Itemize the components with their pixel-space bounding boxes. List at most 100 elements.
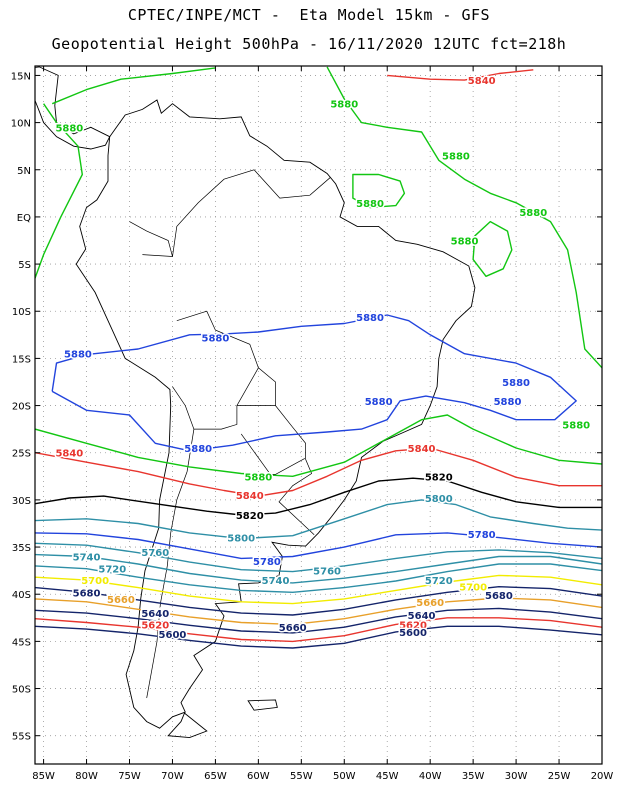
contour-label: 5880 xyxy=(201,334,229,345)
lon-tick-label: 30W xyxy=(505,771,528,782)
contour-label: 5880 xyxy=(365,397,393,408)
contour-label: 5840 xyxy=(468,76,496,87)
coastline xyxy=(167,712,208,739)
contour-line xyxy=(387,69,534,81)
contour-label: 5880 xyxy=(562,420,590,431)
contour-label: 5640 xyxy=(408,611,436,622)
lon-tick-label: 85W xyxy=(32,771,55,782)
lon-tick-label: 40W xyxy=(419,771,442,782)
lat-tick-label: 50S xyxy=(12,685,31,696)
contour-label: 5780 xyxy=(253,557,281,568)
contour-label: 5720 xyxy=(425,576,453,587)
lat-tick-label: 40S xyxy=(12,590,31,601)
lon-tick-label: 55W xyxy=(290,771,313,782)
contour-label: 5800 xyxy=(425,494,453,505)
contour-label: 5880 xyxy=(356,199,384,210)
contour-label: 5660 xyxy=(416,598,444,609)
title-line-2: Geopotential Height 500hPa - 16/11/2020 … xyxy=(51,35,567,53)
plot-frame xyxy=(34,65,603,765)
contour-line xyxy=(35,447,602,497)
contour-line xyxy=(35,617,602,643)
contour-label: 5680 xyxy=(485,591,513,602)
coastline xyxy=(75,99,476,729)
lat-tick-label: 5N xyxy=(17,166,31,177)
contour-label: 5600 xyxy=(159,630,187,641)
coastline xyxy=(35,66,111,150)
country-border xyxy=(176,310,315,536)
lon-tick-label: 25W xyxy=(548,771,571,782)
contour-label: 5740 xyxy=(262,576,290,587)
contour-label: 5620 xyxy=(141,620,169,631)
lat-tick-label: 5S xyxy=(18,260,31,271)
contour-label: 5840 xyxy=(55,449,83,460)
lon-tick-label: 80W xyxy=(75,771,98,782)
height-contours xyxy=(35,66,602,649)
country-border xyxy=(193,367,259,430)
lat-tick-label: 20S xyxy=(12,402,31,413)
lat-tick-label: 35S xyxy=(12,543,31,554)
lon-tick-label: 45W xyxy=(376,771,399,782)
lon-tick-label: 70W xyxy=(161,771,184,782)
contour-label: 5880 xyxy=(64,350,92,361)
contour-label: 5880 xyxy=(494,397,522,408)
contour-line xyxy=(35,499,602,540)
contour-line xyxy=(35,103,83,279)
contour-label: 5740 xyxy=(73,552,101,563)
lat-tick-label: 45S xyxy=(12,637,31,648)
lat-tick-label: 25S xyxy=(12,449,31,460)
contour-label: 5600 xyxy=(399,628,427,639)
lon-tick-label: 20W xyxy=(591,771,614,782)
coastlines xyxy=(35,66,476,739)
contour-label: 5800 xyxy=(227,534,255,545)
lon-tick-label: 75W xyxy=(118,771,141,782)
contour-label: 5880 xyxy=(184,444,212,455)
lon-tick-label: 35W xyxy=(462,771,485,782)
contour-label: 5880 xyxy=(451,237,479,248)
contour-line xyxy=(35,625,602,649)
contour-label: 5880 xyxy=(244,472,272,483)
country-border xyxy=(129,221,173,257)
title-line-1: CPTEC/INPE/MCT - Eta Model 15km - GFS xyxy=(127,6,491,24)
contour-label: 5780 xyxy=(468,530,496,541)
contour-label: 5660 xyxy=(107,595,135,606)
lat-tick-label: 10N xyxy=(11,119,31,130)
contour-label: 5720 xyxy=(98,565,126,576)
contour-label: 5700 xyxy=(459,583,487,594)
contour-line xyxy=(51,67,216,105)
contour-line xyxy=(35,414,602,477)
contour-label: 5640 xyxy=(141,609,169,620)
contour-line xyxy=(35,597,602,626)
contour-label: 5680 xyxy=(73,588,101,599)
contour-line xyxy=(35,542,602,573)
contour-label: 5880 xyxy=(330,100,358,111)
contour-labels: 5840 5840 5880 5880 5880 5880 5880 5880 5880 5880… xyxy=(54,75,592,643)
lon-tick-label: 65W xyxy=(204,771,227,782)
contour-label: 5880 xyxy=(519,208,547,219)
contour-line xyxy=(326,66,602,369)
plot-area xyxy=(35,66,602,764)
contour-line xyxy=(35,563,602,593)
coastline xyxy=(247,699,278,711)
contour-label: 5880 xyxy=(356,313,384,324)
contour-line xyxy=(35,586,602,616)
contour-line xyxy=(35,532,602,560)
contour-label: 5700 xyxy=(81,576,109,587)
contour-label: 5880 xyxy=(55,123,83,134)
contour-label: 5760 xyxy=(313,567,341,578)
contour-line xyxy=(472,220,513,277)
contour-line xyxy=(35,574,602,605)
contour-line xyxy=(51,314,577,452)
country-border xyxy=(142,169,331,257)
country-border xyxy=(240,433,305,475)
country-border xyxy=(146,386,195,699)
lat-tick-label: 15N xyxy=(11,71,31,82)
contour-label: 5880 xyxy=(502,378,530,389)
contour-line xyxy=(352,173,406,209)
lat-tick-label: 15S xyxy=(12,354,31,365)
contour-label: 5620 xyxy=(399,620,427,631)
lat-tick-label: 55S xyxy=(12,732,31,743)
lat-tick-label: 10S xyxy=(12,307,31,318)
lat-tick-label: 30S xyxy=(12,496,31,507)
contour-label: 5880 xyxy=(442,152,470,163)
